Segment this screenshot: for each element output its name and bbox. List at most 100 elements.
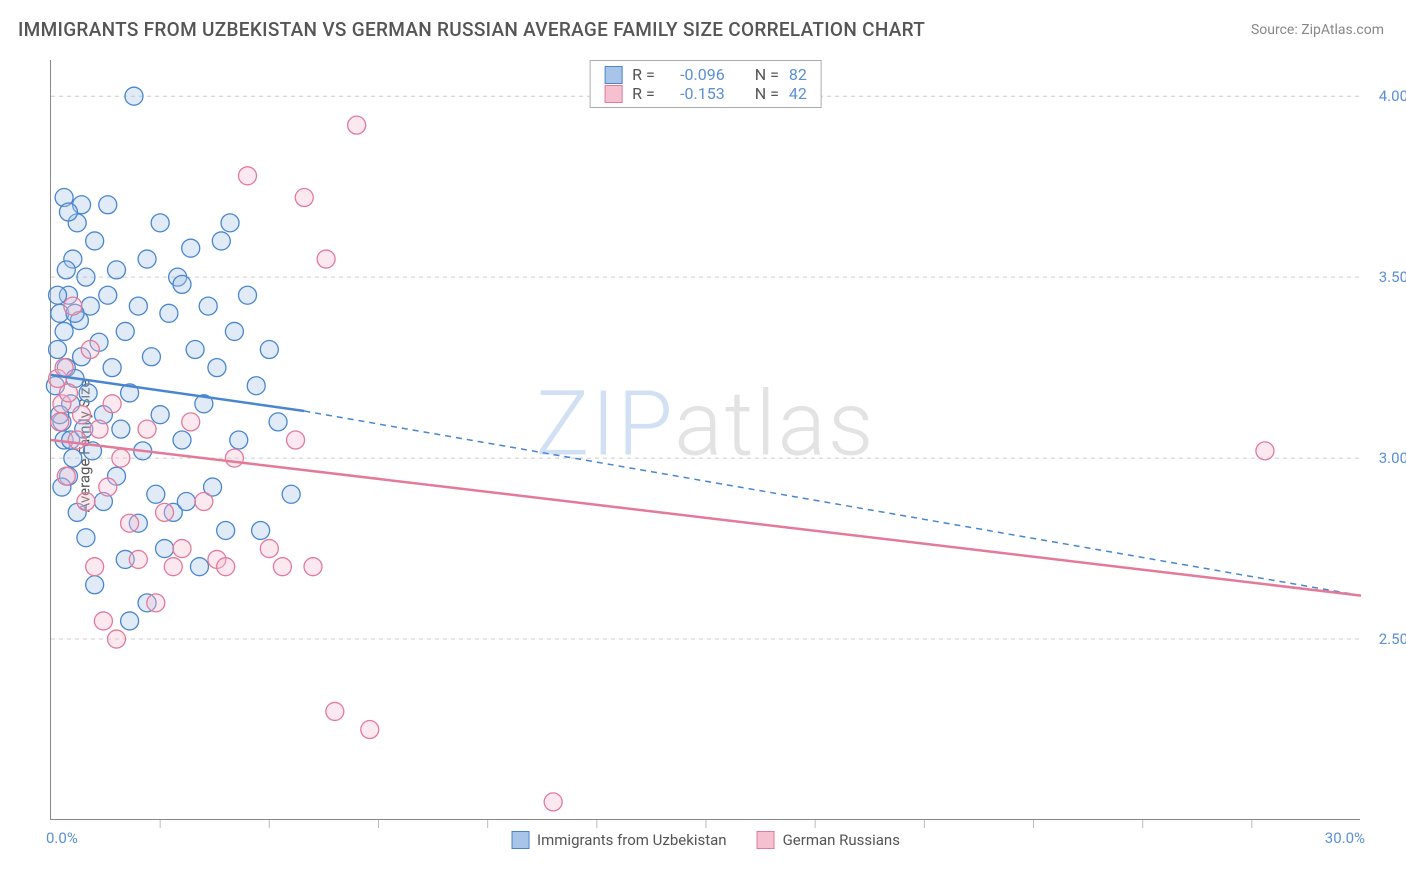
scatter-point-uzbekistan [121, 612, 139, 630]
swatch-uzbekistan-icon [511, 831, 529, 849]
scatter-point-uzbekistan [108, 261, 126, 279]
scatter-point-german_russians [73, 406, 91, 424]
scatter-point-uzbekistan [112, 420, 130, 438]
scatter-point-uzbekistan [142, 348, 160, 366]
scatter-point-german_russians [273, 558, 291, 576]
scatter-point-german_russians [55, 359, 73, 377]
scatter-point-german_russians [81, 341, 99, 359]
scatter-point-german_russians [173, 540, 191, 558]
scatter-point-uzbekistan [103, 359, 121, 377]
trendline-german_russians [51, 440, 1361, 596]
scatter-point-uzbekistan [182, 239, 200, 257]
r-label: R = [632, 65, 655, 84]
y-tick-label: 2.50 [1379, 630, 1406, 648]
scatter-point-uzbekistan [230, 431, 248, 449]
scatter-point-german_russians [77, 493, 95, 511]
legend-item-uzbekistan: Immigrants from Uzbekistan [511, 831, 727, 849]
scatter-point-uzbekistan [116, 322, 134, 340]
legend-series: Immigrants from Uzbekistan German Russia… [511, 831, 900, 849]
scatter-point-german_russians [108, 630, 126, 648]
scatter-point-uzbekistan [173, 275, 191, 293]
n-value-german-russians: 42 [789, 84, 807, 103]
scatter-point-uzbekistan [77, 268, 95, 286]
source-attribution: Source: ZipAtlas.com [1251, 22, 1384, 38]
scatter-point-uzbekistan [221, 214, 239, 232]
scatter-point-uzbekistan [64, 449, 82, 467]
scatter-point-german_russians [348, 116, 366, 134]
scatter-point-uzbekistan [86, 232, 104, 250]
scatter-point-german_russians [544, 793, 562, 811]
n-label: N = [755, 84, 779, 103]
scatter-point-uzbekistan [138, 250, 156, 268]
scatter-point-german_russians [59, 384, 77, 402]
scatter-point-uzbekistan [86, 576, 104, 594]
scatter-point-uzbekistan [225, 322, 243, 340]
scatter-point-german_russians [90, 420, 108, 438]
scatter-point-uzbekistan [217, 521, 235, 539]
scatter-point-german_russians [94, 612, 112, 630]
scatter-point-german_russians [68, 431, 86, 449]
scatter-point-uzbekistan [147, 485, 165, 503]
y-tick-label: 3.00 [1379, 449, 1406, 467]
scatter-point-german_russians [287, 431, 305, 449]
scatter-point-uzbekistan [160, 304, 178, 322]
legend-correlation-box: R = -0.096 N = 82 R = -0.153 N = 42 [589, 60, 822, 108]
scatter-point-german_russians [147, 594, 165, 612]
scatter-point-uzbekistan [239, 286, 257, 304]
scatter-point-uzbekistan [151, 214, 169, 232]
r-value-german-russians: -0.153 [665, 84, 725, 103]
scatter-point-uzbekistan [199, 297, 217, 315]
chart-title: IMMIGRANTS FROM UZBEKISTAN VS GERMAN RUS… [18, 18, 925, 41]
scatter-point-german_russians [1256, 442, 1274, 460]
scatter-point-german_russians [239, 167, 257, 185]
scatter-point-uzbekistan [79, 384, 97, 402]
scatter-point-german_russians [317, 250, 335, 268]
scatter-point-german_russians [99, 478, 117, 496]
scatter-point-german_russians [86, 558, 104, 576]
n-value-uzbekistan: 82 [789, 65, 807, 84]
scatter-point-uzbekistan [282, 485, 300, 503]
swatch-german-russians-icon [757, 831, 775, 849]
scatter-point-uzbekistan [212, 232, 230, 250]
scatter-point-german_russians [326, 702, 344, 720]
scatter-point-uzbekistan [55, 322, 73, 340]
scatter-point-uzbekistan [252, 521, 270, 539]
swatch-german-russians-icon [604, 85, 622, 103]
scatter-point-german_russians [225, 449, 243, 467]
x-axis-max-label: 30.0% [1325, 829, 1365, 847]
scatter-point-german_russians [51, 413, 69, 431]
y-tick-label: 3.50 [1379, 268, 1406, 286]
x-axis-min-label: 0.0% [46, 829, 78, 847]
r-label: R = [632, 84, 655, 103]
scatter-point-german_russians [57, 467, 75, 485]
scatter-point-german_russians [304, 558, 322, 576]
scatter-point-german_russians [64, 297, 82, 315]
scatter-point-german_russians [195, 493, 213, 511]
scatter-point-uzbekistan [129, 297, 147, 315]
scatter-point-uzbekistan [260, 341, 278, 359]
scatter-point-uzbekistan [156, 540, 174, 558]
scatter-point-uzbekistan [99, 196, 117, 214]
legend-item-german-russians: German Russians [757, 831, 900, 849]
scatter-point-uzbekistan [57, 261, 75, 279]
legend-label-uzbekistan: Immigrants from Uzbekistan [537, 831, 727, 849]
r-value-uzbekistan: -0.096 [665, 65, 725, 84]
scatter-point-german_russians [164, 558, 182, 576]
scatter-point-german_russians [112, 449, 130, 467]
scatter-point-uzbekistan [49, 286, 67, 304]
y-tick-label: 4.00 [1379, 87, 1406, 105]
scatter-point-uzbekistan [186, 341, 204, 359]
scatter-point-uzbekistan [269, 413, 287, 431]
scatter-point-uzbekistan [49, 341, 67, 359]
scatter-point-german_russians [361, 721, 379, 739]
scatter-point-german_russians [103, 395, 121, 413]
scatter-point-uzbekistan [208, 359, 226, 377]
scatter-point-german_russians [295, 189, 313, 207]
plot-area: R = -0.096 N = 82 R = -0.153 N = 42 ZIPa… [50, 60, 1360, 820]
n-label: N = [755, 65, 779, 84]
scatter-point-uzbekistan [177, 493, 195, 511]
legend-label-german-russians: German Russians [783, 831, 900, 849]
scatter-point-german_russians [217, 558, 235, 576]
scatter-point-uzbekistan [125, 87, 143, 105]
trendline-dash-uzbekistan [304, 411, 1361, 596]
